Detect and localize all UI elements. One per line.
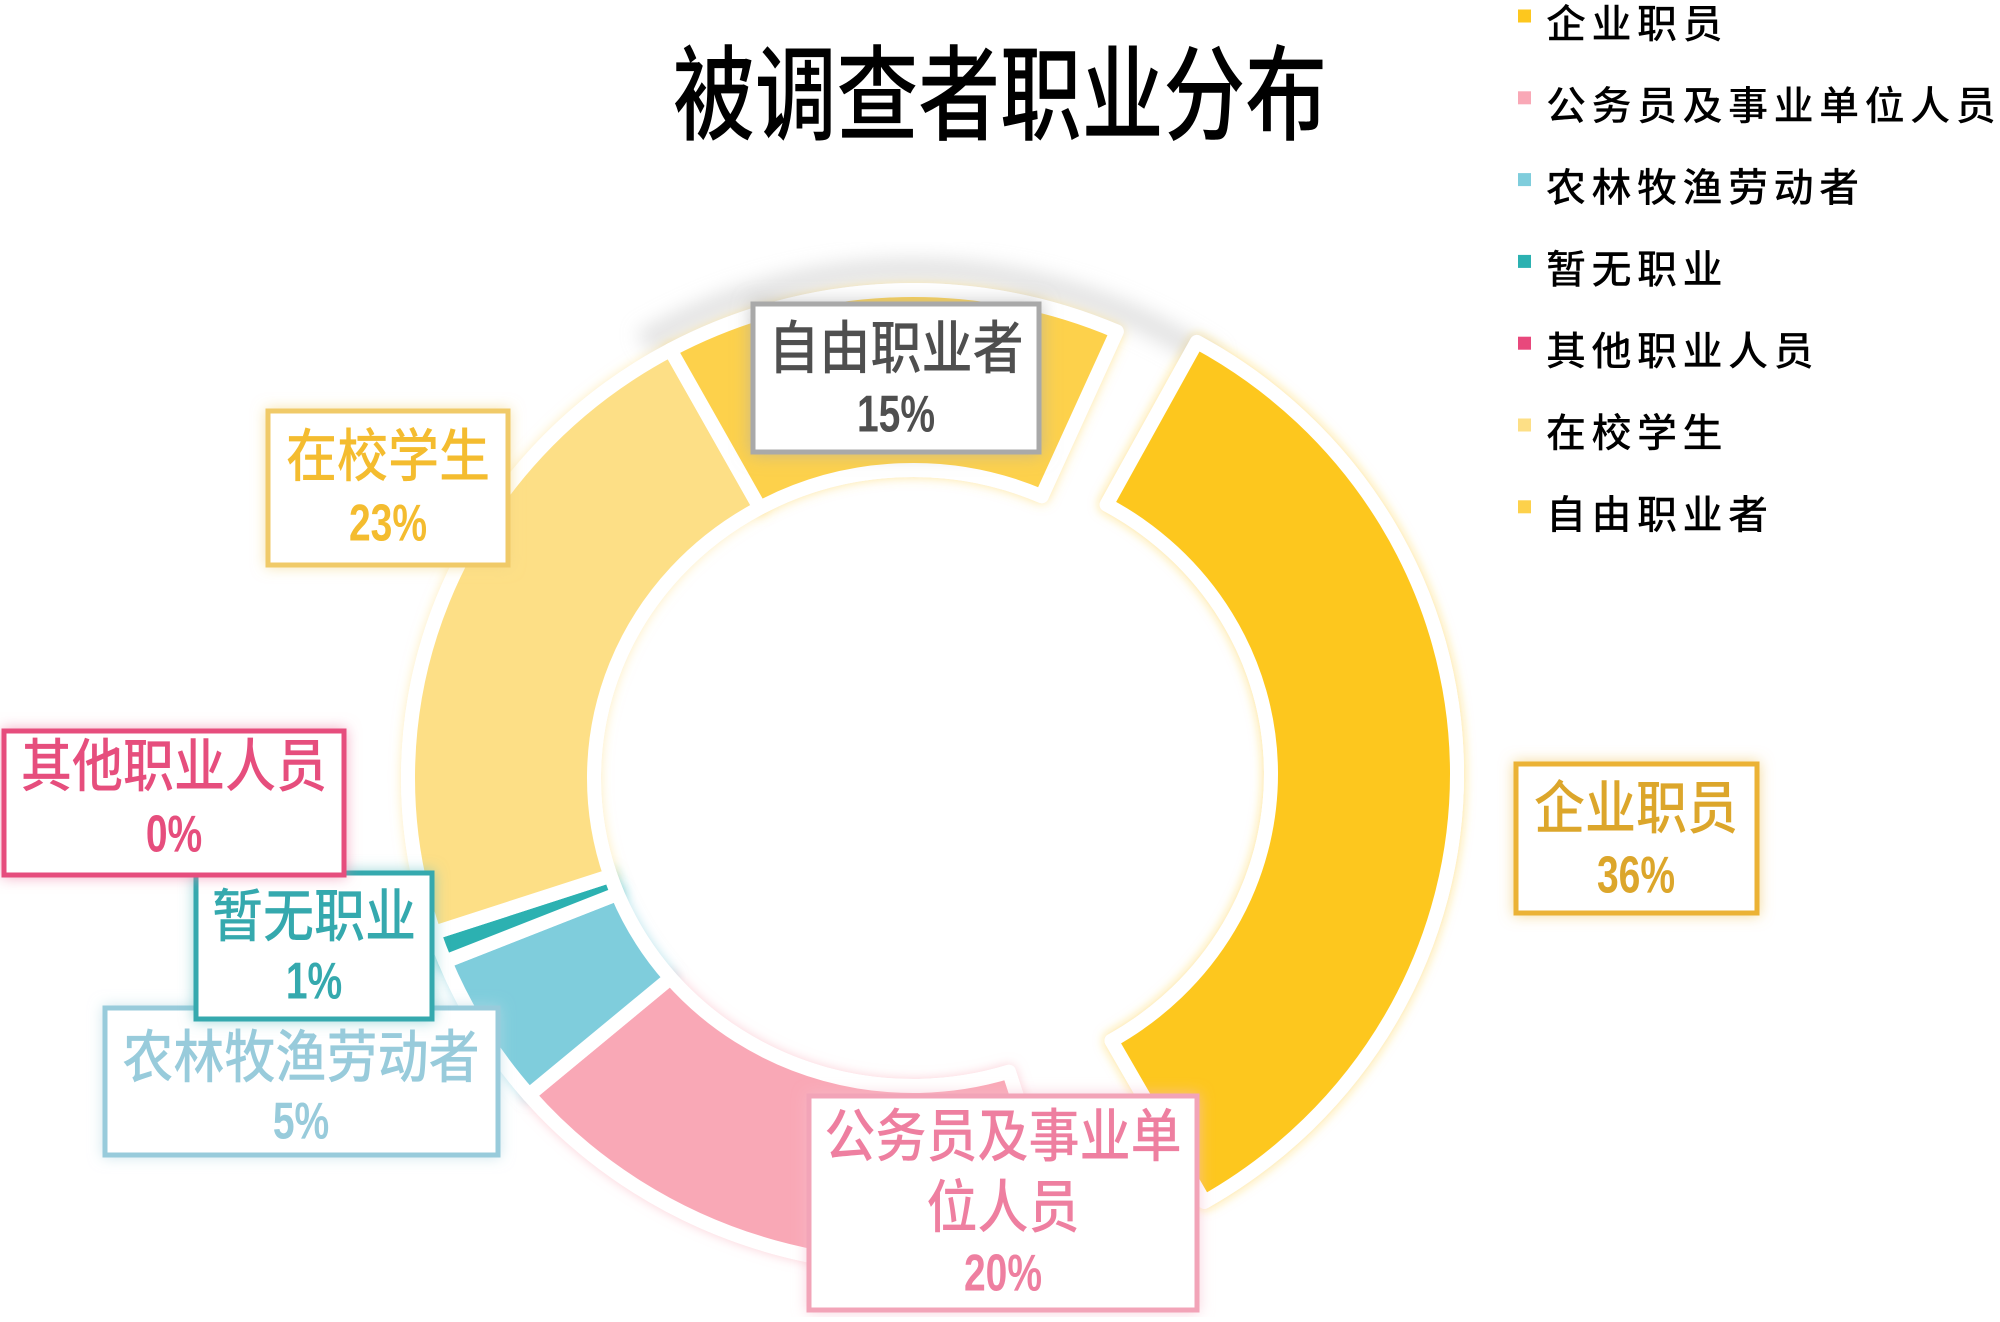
svg-text:1%: 1% — [286, 951, 342, 1010]
svg-text:0%: 0% — [146, 804, 202, 863]
svg-text:20%: 20% — [964, 1243, 1042, 1302]
svg-text:5%: 5% — [273, 1091, 329, 1150]
svg-text:23%: 23% — [349, 493, 427, 552]
svg-text:36%: 36% — [1597, 845, 1675, 904]
svg-text:15%: 15% — [857, 384, 935, 443]
